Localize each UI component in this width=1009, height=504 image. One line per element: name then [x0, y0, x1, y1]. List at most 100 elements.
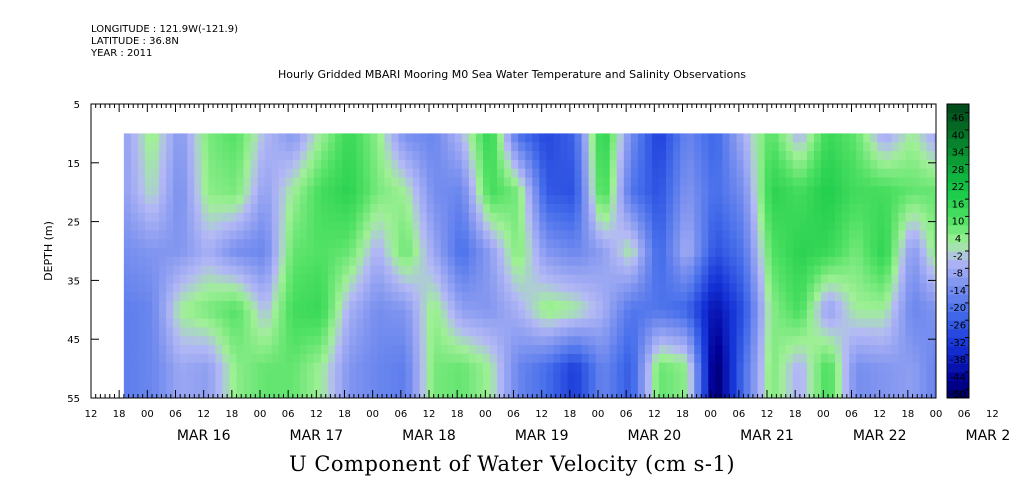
heatmap-cell — [905, 353, 914, 364]
heatmap-cell — [595, 380, 604, 390]
heatmap-cell — [440, 274, 449, 284]
heatmap-cell — [433, 195, 442, 205]
heatmap-cell — [236, 142, 245, 152]
heatmap-cell — [257, 318, 266, 329]
heatmap-cell — [468, 221, 477, 232]
heatmap-cell — [912, 159, 921, 170]
heatmap-cell — [292, 309, 301, 320]
heatmap-cell — [285, 195, 294, 205]
heatmap-cell — [912, 309, 921, 320]
heatmap-cell — [637, 248, 646, 258]
heatmap-cell — [447, 265, 456, 276]
heatmap-cell — [757, 345, 766, 355]
heatmap-cell — [518, 380, 526, 390]
heatmap-cell — [785, 159, 794, 170]
heatmap-cell — [602, 186, 611, 196]
heatmap-cell — [588, 371, 597, 381]
heatmap-cell — [694, 221, 702, 232]
heatmap-cell — [123, 142, 132, 152]
heatmap-cell — [680, 371, 688, 381]
heatmap-cell — [771, 327, 780, 337]
heatmap-cell — [271, 318, 280, 329]
heatmap-cell — [468, 353, 477, 364]
heatmap-cell — [497, 336, 505, 346]
heatmap-cell — [750, 336, 759, 346]
heatmap-cell — [518, 336, 526, 346]
heatmap-cell — [144, 195, 153, 205]
heatmap-cell — [574, 256, 583, 267]
heatmap-cell — [588, 389, 597, 398]
heatmap-cell — [468, 168, 477, 179]
heatmap-cell — [335, 195, 343, 205]
heatmap-cell — [370, 362, 378, 373]
heatmap-cell — [539, 371, 547, 381]
heatmap-cell — [623, 203, 632, 214]
heatmap-cell — [884, 345, 892, 355]
heatmap-cell — [475, 292, 484, 302]
heatmap-cell — [708, 327, 716, 337]
heatmap-cell — [933, 256, 936, 267]
heatmap-cell — [440, 133, 449, 143]
heatmap-cell — [673, 300, 681, 311]
heatmap-cell — [806, 142, 815, 152]
heatmap-cell — [813, 380, 822, 390]
heatmap-cell — [792, 248, 801, 258]
heatmap-cell — [532, 177, 540, 187]
heatmap-cell — [792, 371, 801, 381]
heatmap-cell — [285, 221, 294, 232]
heatmap-cell — [468, 292, 477, 302]
heatmap-cell — [384, 212, 393, 223]
heatmap-cell — [194, 336, 202, 346]
heatmap-cell — [919, 168, 928, 179]
heatmap-cell — [504, 248, 512, 258]
heatmap-cell — [328, 230, 336, 240]
heatmap-cell — [581, 159, 590, 170]
heatmap-cell — [553, 265, 562, 276]
heatmap-cell — [905, 274, 914, 284]
heatmap-cell — [398, 142, 407, 152]
heatmap-cell — [468, 371, 477, 381]
heatmap-cell — [701, 230, 709, 240]
heatmap-cell — [581, 353, 590, 364]
heatmap-cell — [384, 371, 393, 381]
heatmap-cell — [701, 133, 709, 143]
heatmap-cell — [271, 362, 280, 373]
heatmap-cell — [651, 248, 660, 258]
heatmap-cell — [405, 133, 414, 143]
heatmap-cell — [363, 283, 371, 293]
heatmap-cell — [792, 292, 801, 302]
heatmap-cell — [680, 336, 688, 346]
heatmap-cell — [426, 168, 435, 179]
heatmap-cell — [680, 318, 688, 329]
heatmap-cell — [567, 300, 576, 311]
heatmap-cell — [482, 362, 491, 373]
heatmap-cell — [905, 345, 914, 355]
heatmap-cell — [123, 300, 132, 311]
heatmap-cell — [313, 380, 322, 390]
heatmap-cell — [222, 327, 231, 337]
heatmap-cell — [250, 327, 259, 337]
heatmap-cell — [292, 274, 301, 284]
heatmap-cell — [292, 195, 301, 205]
heatmap-cell — [806, 362, 815, 373]
heatmap-cell — [419, 186, 428, 196]
heatmap-cell — [159, 203, 167, 214]
heatmap-cell — [490, 274, 498, 284]
heatmap-cell — [863, 292, 871, 302]
heatmap-cell — [743, 195, 752, 205]
heatmap-cell — [926, 186, 935, 196]
heatmap-cell — [313, 265, 322, 276]
heatmap-cell — [574, 274, 583, 284]
heatmap-cell — [616, 371, 625, 381]
heatmap-cell — [482, 345, 491, 355]
heatmap-cell — [828, 239, 836, 249]
heatmap-cell — [835, 292, 843, 302]
heatmap-cell — [257, 195, 266, 205]
heatmap-cell — [447, 186, 456, 196]
heatmap-cell — [152, 389, 160, 398]
heatmap-cell — [468, 274, 477, 284]
heatmap-cell — [785, 362, 794, 373]
heatmap-cell — [905, 389, 914, 398]
heatmap-cell — [482, 309, 491, 320]
heatmap-cell — [659, 389, 667, 398]
